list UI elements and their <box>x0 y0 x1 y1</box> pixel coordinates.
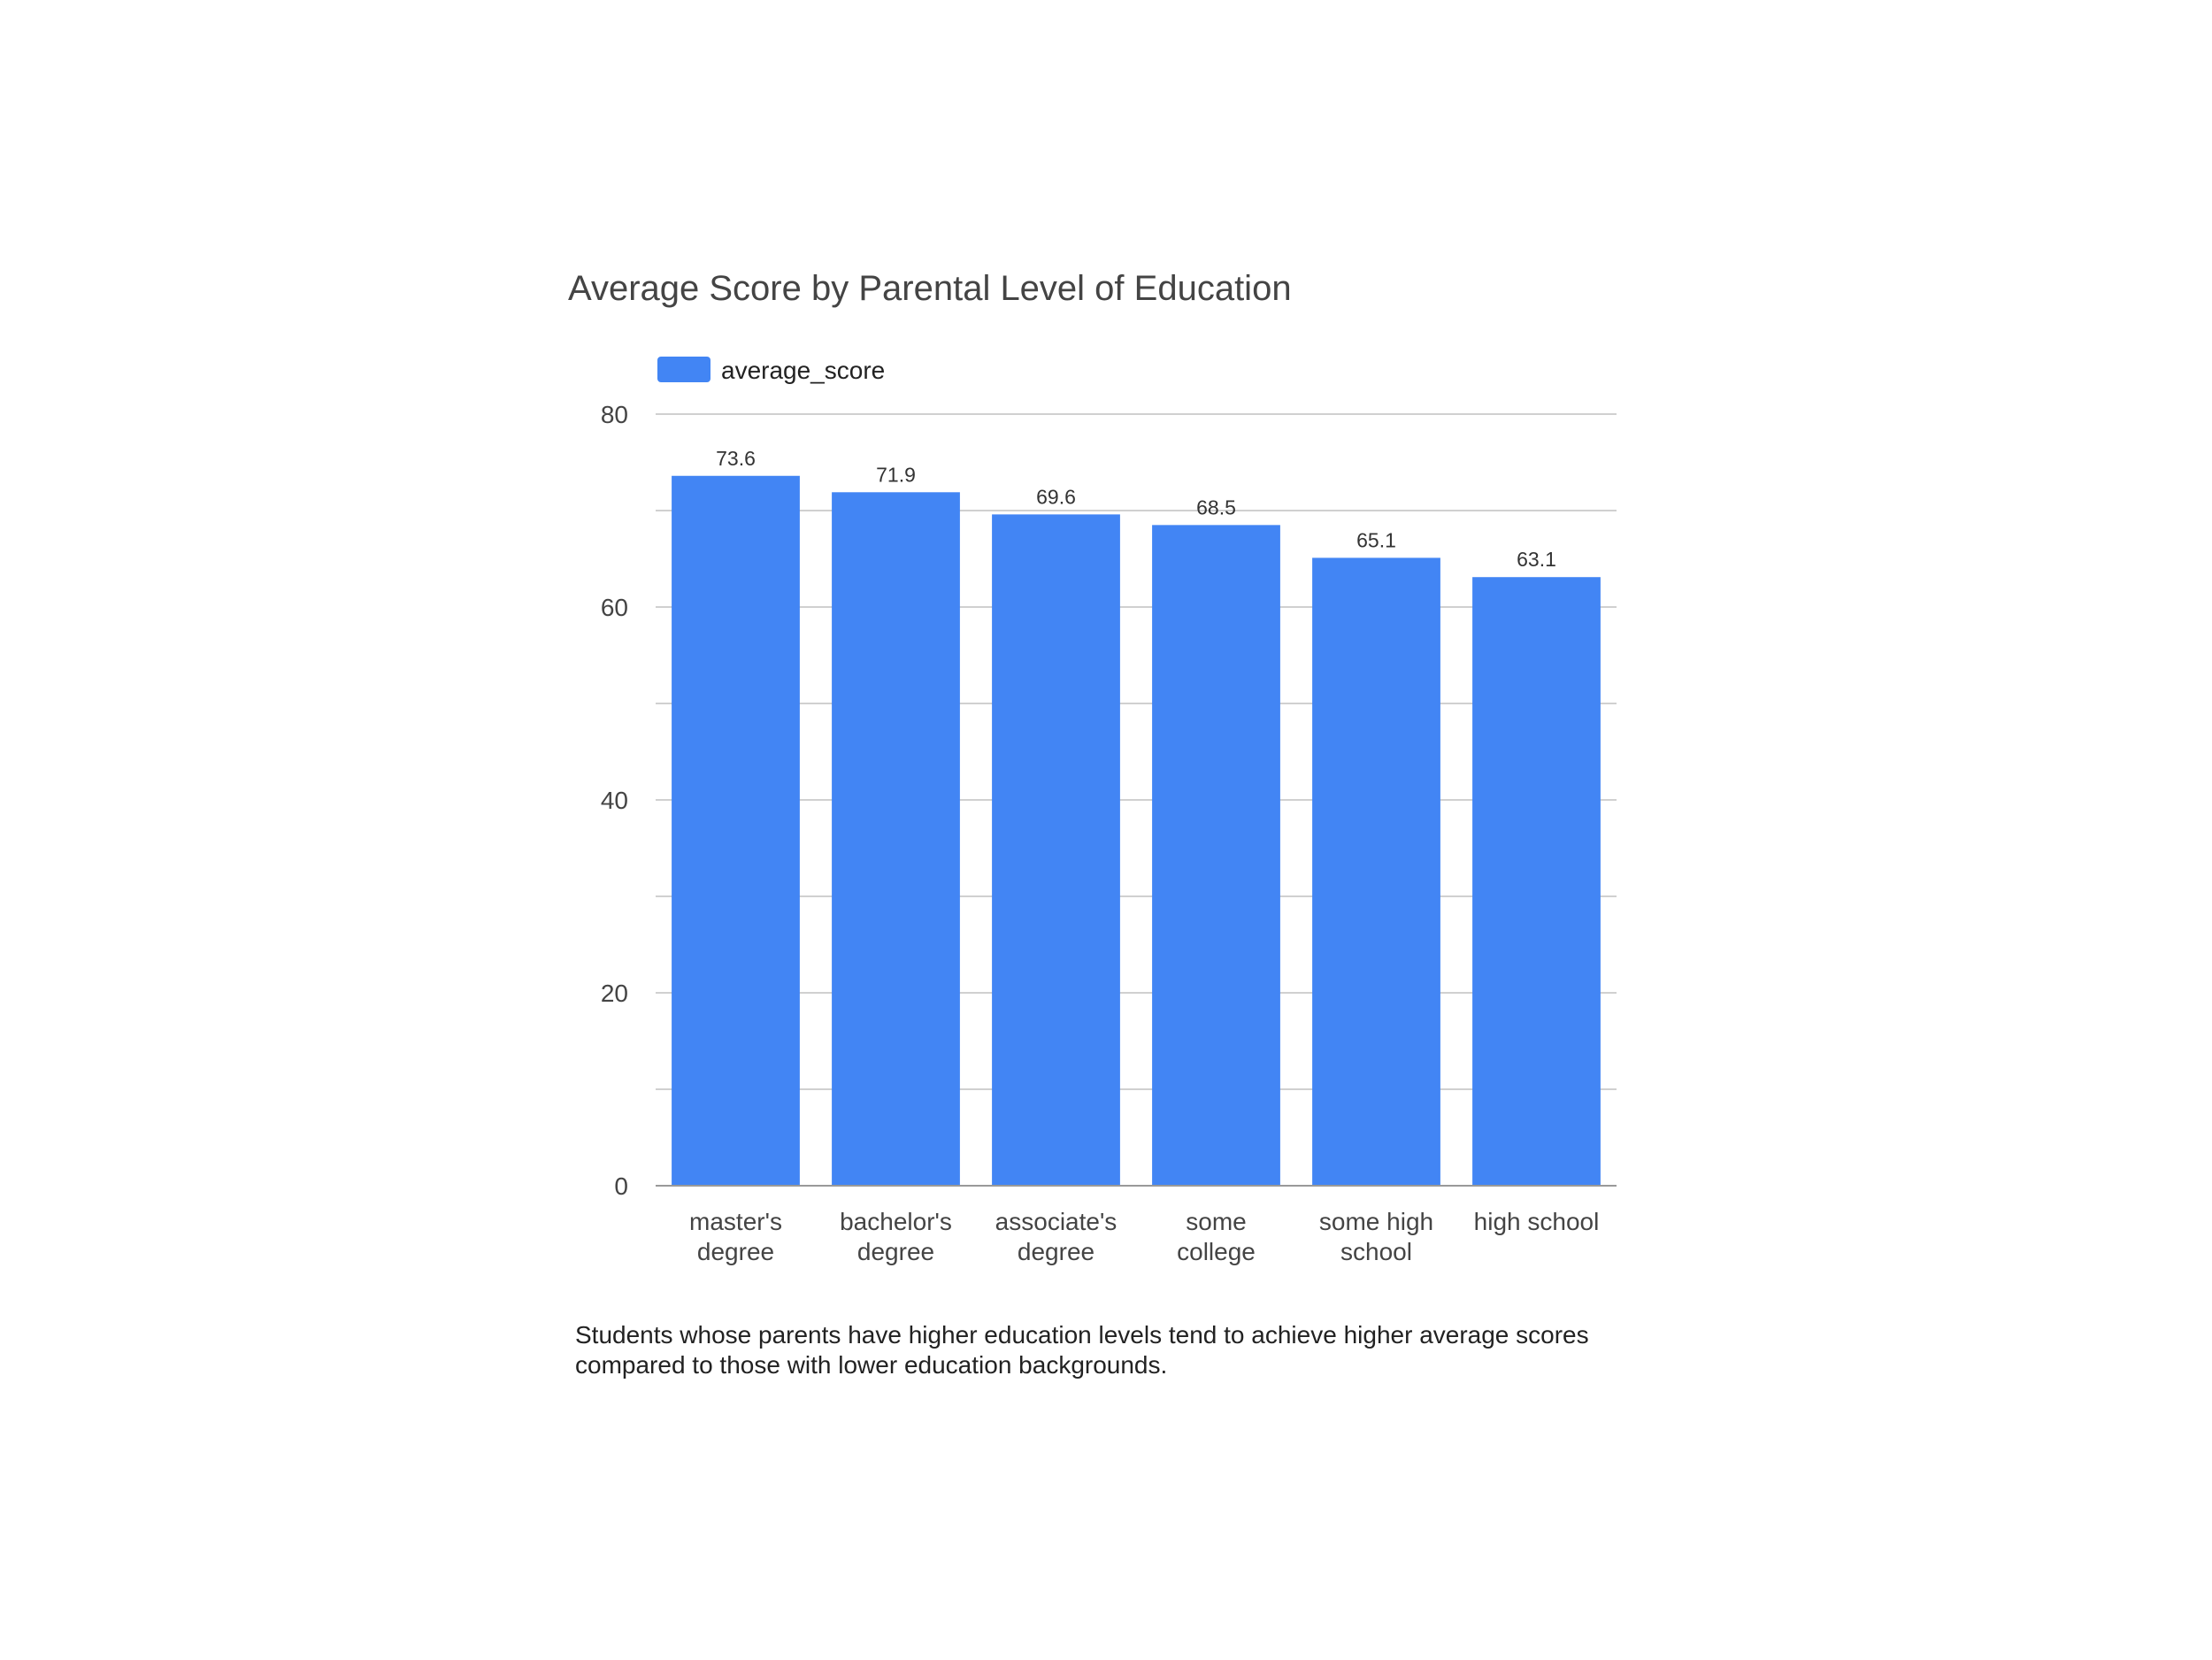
x-category-label-line: some high <box>1319 1208 1433 1235</box>
y-tick-label: 20 <box>601 980 628 1007</box>
bar <box>992 514 1120 1186</box>
legend-label: average_score <box>721 357 885 384</box>
data-label: 65.1 <box>1356 528 1396 551</box>
x-category-label: some college <box>1177 1208 1256 1265</box>
legend: average_score <box>657 357 885 384</box>
bar <box>1472 577 1601 1186</box>
bar <box>832 492 960 1186</box>
x-category-label-line: master's <box>689 1208 782 1235</box>
bar <box>1152 525 1280 1186</box>
x-category-label-line: some <box>1186 1208 1246 1235</box>
data-label: 69.6 <box>1036 485 1076 508</box>
x-category-label: master's degree <box>689 1208 782 1265</box>
data-label: 63.1 <box>1517 548 1556 571</box>
x-category-label-line: high school <box>1474 1208 1600 1235</box>
x-category-label-line: degree <box>857 1238 934 1265</box>
bars <box>672 475 1601 1186</box>
x-category-label-line: degree <box>697 1238 774 1265</box>
x-category-label-line: degree <box>1018 1238 1094 1265</box>
data-label: 73.6 <box>716 447 756 470</box>
y-axis: 0 20 40 60 80 <box>601 401 628 1200</box>
y-tick-label: 0 <box>614 1172 628 1200</box>
x-category-label-line: associate's <box>995 1208 1118 1235</box>
x-category-label: associate's degree <box>995 1208 1118 1265</box>
bar <box>1312 557 1440 1186</box>
chart-caption: Students whose parents have higher educa… <box>575 1321 1589 1379</box>
x-category-label-line: bachelor's <box>840 1208 952 1235</box>
chart-title: Average Score by Parental Level of Educa… <box>568 269 1292 308</box>
y-tick-label: 60 <box>601 594 628 621</box>
bar <box>672 475 800 1186</box>
x-category-label-line: college <box>1177 1238 1256 1265</box>
x-category-label: high school <box>1474 1208 1600 1235</box>
x-category-label: some high school <box>1319 1208 1433 1265</box>
y-tick-label: 40 <box>601 787 628 814</box>
y-tick-label: 80 <box>601 401 628 428</box>
data-label: 68.5 <box>1196 496 1236 519</box>
gridlines <box>656 413 1617 1090</box>
legend-swatch <box>657 357 710 382</box>
data-label: 71.9 <box>876 463 916 486</box>
data-labels: 73.6 71.9 69.6 68.5 65.1 63.1 <box>716 447 1556 571</box>
x-category-label: bachelor's degree <box>840 1208 952 1265</box>
x-category-label-line: school <box>1340 1238 1412 1265</box>
